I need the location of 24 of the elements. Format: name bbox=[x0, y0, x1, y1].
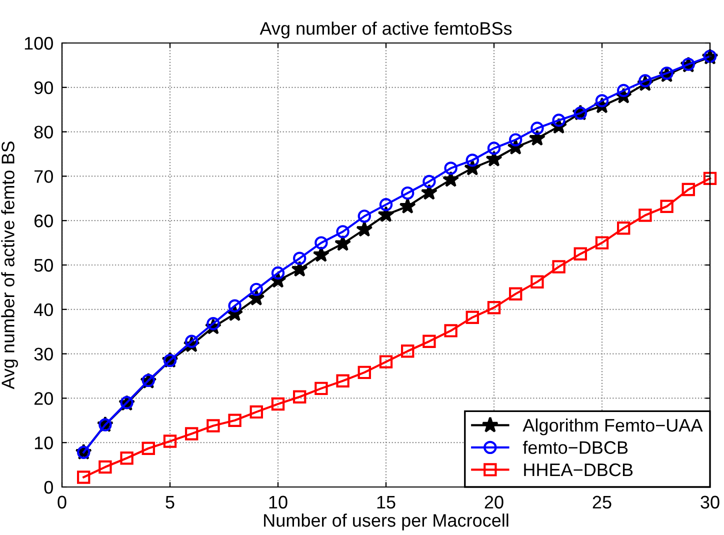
y-tick-label: 0 bbox=[44, 480, 53, 494]
y-tick-label: 60 bbox=[34, 214, 53, 228]
y-tick-label: 100 bbox=[24, 36, 53, 50]
y-tick-label: 90 bbox=[34, 81, 53, 94]
y-tick-label: 50 bbox=[34, 258, 53, 272]
legend-label: femto−DBCB bbox=[522, 440, 628, 454]
chart-title: Avg number of active femtoBSs bbox=[260, 22, 512, 38]
x-tick-label: 15 bbox=[377, 496, 396, 509]
legend-label: HHEA−DBCB bbox=[524, 463, 633, 476]
y-tick-label: 70 bbox=[34, 170, 53, 183]
legend-label: Algorithm Femto−UAA bbox=[522, 418, 703, 436]
y-tick-label: 20 bbox=[34, 392, 53, 405]
x-tick-label: 25 bbox=[592, 496, 612, 509]
x-tick-label: 5 bbox=[166, 496, 174, 509]
x-tick-label: 20 bbox=[484, 496, 504, 509]
x-tick-label: 30 bbox=[700, 496, 720, 509]
y-tick-label: 80 bbox=[34, 126, 53, 139]
x-tick-label: 10 bbox=[269, 496, 288, 509]
y-tick-label: 10 bbox=[34, 436, 53, 450]
x-tick-label: 0 bbox=[58, 496, 66, 509]
x-axis-title: Number of users per Macrocell bbox=[264, 514, 508, 530]
y-tick-label: 40 bbox=[34, 303, 53, 316]
y-axis-title: Avg number of active femto BS bbox=[1, 142, 18, 390]
y-tick-label: 30 bbox=[34, 348, 53, 361]
